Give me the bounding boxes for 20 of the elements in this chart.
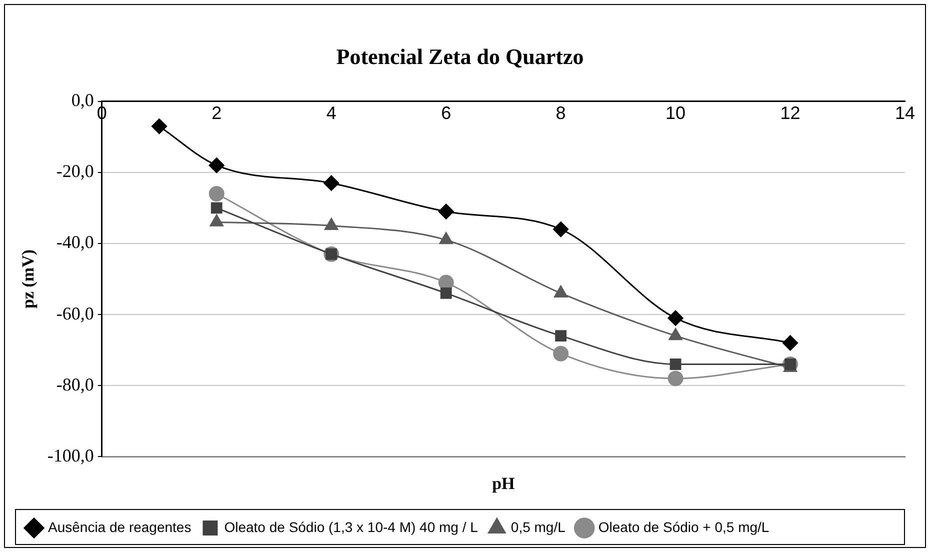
legend-label: Oleato de Sódio (1,3 x 10-4 M) 40 mg / L <box>224 518 478 535</box>
y-tick-label: -40,0 <box>56 232 94 252</box>
x-tick-label: 8 <box>556 103 566 124</box>
x-tick-label: 4 <box>326 103 336 124</box>
x-tick-label: 12 <box>780 103 800 124</box>
x-tick-label: 2 <box>212 103 222 124</box>
legend-label: 0,5 mg/L <box>510 518 566 535</box>
chart-title: Potencial Zeta do Quartzo <box>336 44 584 69</box>
x-tick-label: 14 <box>894 103 916 124</box>
x-axis-title: pH <box>492 474 515 494</box>
x-tick-label: 6 <box>441 103 452 124</box>
y-axis-title: pz (mV) <box>18 249 38 309</box>
y-tick-label: 0,0 <box>71 90 94 110</box>
y-tick-label: -60,0 <box>56 303 94 324</box>
legend-label: Ausência de reagentes <box>48 518 192 535</box>
y-tick-label: -80,0 <box>56 374 94 394</box>
x-tick-label: 10 <box>666 103 686 124</box>
y-tick-label: -100,0 <box>47 445 94 466</box>
y-tick-label: -20,0 <box>56 161 94 182</box>
legend-label: Oleato de Sódio + 0,5 mg/L <box>598 518 770 535</box>
